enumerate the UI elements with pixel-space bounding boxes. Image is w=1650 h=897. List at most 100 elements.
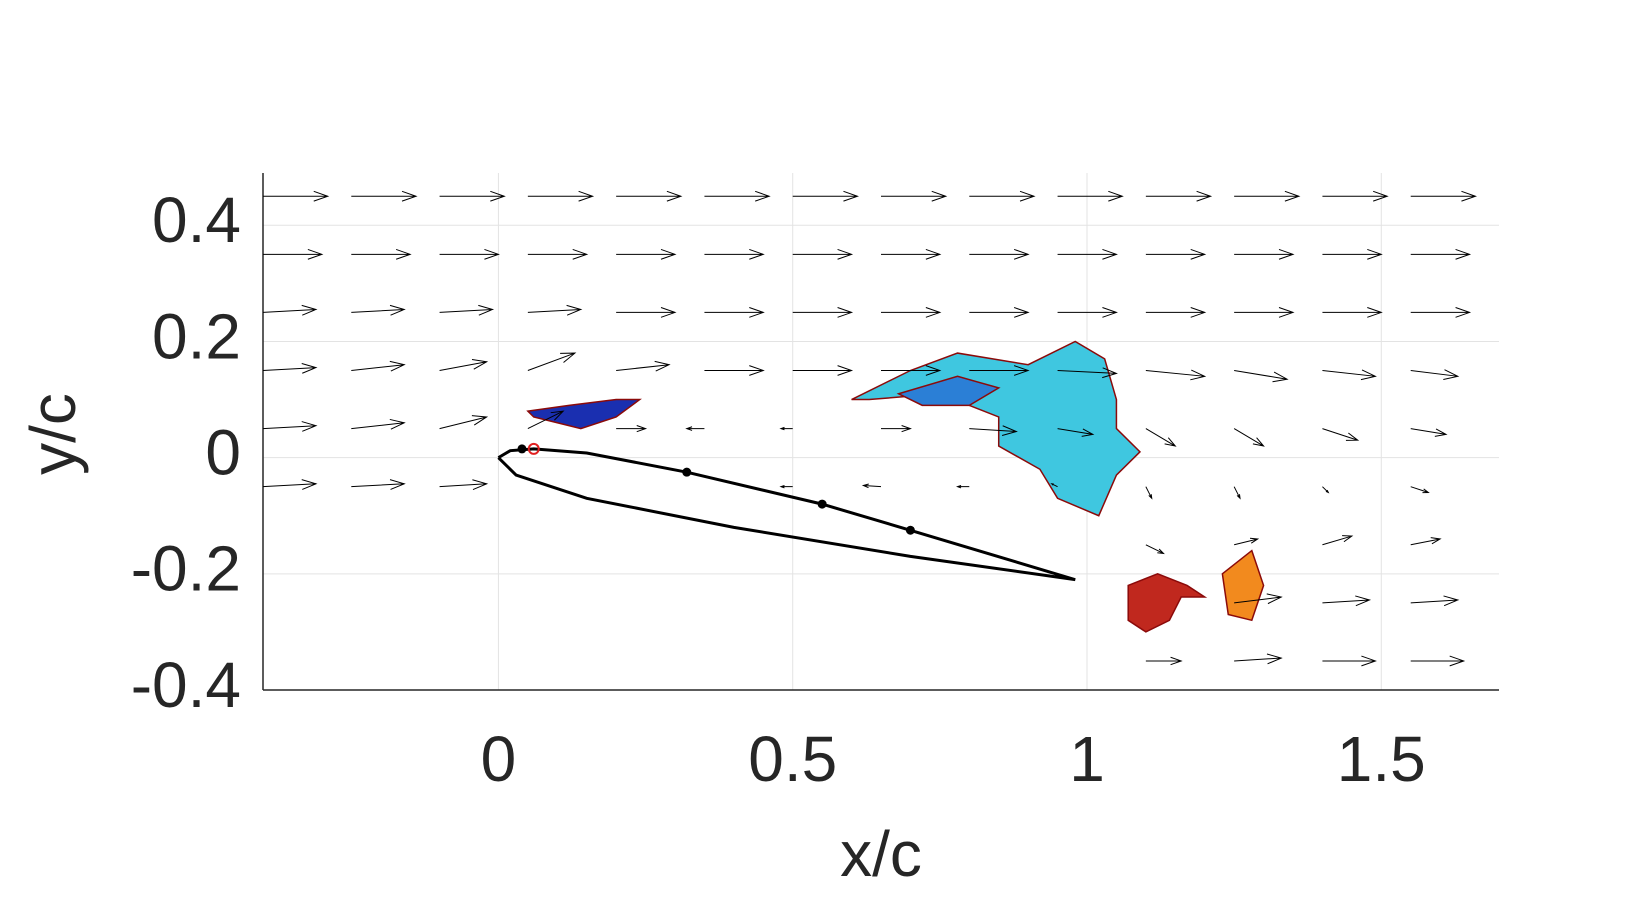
velocity-arrow bbox=[1410, 428, 1448, 437]
vorticity-region bbox=[851, 340, 1142, 517]
velocity-arrow bbox=[262, 421, 318, 432]
velocity-arrow bbox=[527, 304, 583, 316]
velocity-arrow bbox=[439, 415, 489, 430]
velocity-arrow bbox=[704, 307, 765, 318]
velocity-arrow bbox=[1234, 653, 1283, 665]
velocity-arrow bbox=[1057, 428, 1095, 437]
velocity-arrow bbox=[1145, 248, 1207, 260]
velocity-arrow bbox=[704, 365, 765, 376]
velocity-arrow bbox=[1322, 369, 1377, 381]
vorticity-region bbox=[1127, 573, 1208, 633]
velocity-arrow bbox=[1057, 248, 1118, 260]
velocity-arrow bbox=[263, 190, 330, 202]
velocity-arrow bbox=[439, 304, 495, 316]
velocity-arrow bbox=[792, 307, 854, 318]
velocity-arrow bbox=[792, 248, 854, 260]
velocity-arrow bbox=[351, 418, 406, 430]
velocity-arrow bbox=[616, 307, 677, 318]
velocity-arrow bbox=[1322, 307, 1383, 318]
velocity-arrow bbox=[1145, 656, 1183, 666]
velocity-arrow bbox=[704, 248, 765, 260]
velocity-arrow bbox=[616, 248, 677, 260]
velocity-arrow bbox=[881, 425, 912, 433]
velocity-arrow bbox=[351, 479, 406, 490]
airfoil-marker bbox=[682, 467, 692, 477]
velocity-arrow bbox=[1410, 307, 1472, 318]
velocity-arrow bbox=[1145, 544, 1165, 555]
velocity-arrow bbox=[1145, 190, 1213, 202]
velocity-arrow bbox=[969, 307, 1030, 318]
velocity-arrow bbox=[1322, 535, 1354, 546]
open-marker bbox=[527, 442, 540, 455]
velocity-arrow bbox=[1050, 483, 1058, 488]
velocity-arrow bbox=[351, 190, 418, 202]
velocity-arrow bbox=[262, 362, 318, 374]
airfoil bbox=[497, 447, 1076, 582]
velocity-arrow bbox=[1145, 307, 1207, 318]
velocity-arrow bbox=[685, 426, 705, 431]
velocity-arrow bbox=[527, 190, 595, 202]
velocity-arrow bbox=[439, 479, 489, 490]
x-tick-label: 1.5 bbox=[1337, 723, 1426, 795]
velocity-arrow bbox=[439, 190, 506, 202]
velocity-arrow bbox=[779, 484, 793, 489]
velocity-arrow bbox=[527, 248, 589, 260]
y-tick-label: -0.4 bbox=[131, 649, 241, 721]
velocity-arrow bbox=[1234, 307, 1295, 318]
y-tick-label: 0.2 bbox=[152, 300, 241, 372]
velocity-arrow bbox=[263, 248, 324, 260]
velocity-arrow bbox=[861, 483, 882, 489]
y-tick-label: 0.4 bbox=[152, 184, 241, 256]
velocity-arrow bbox=[1322, 248, 1383, 260]
velocity-arrow bbox=[527, 410, 565, 430]
vorticity-region bbox=[896, 375, 1001, 407]
velocity-arrow bbox=[439, 248, 500, 260]
x-tick-label: 0 bbox=[481, 723, 517, 795]
velocity-arrow bbox=[1322, 486, 1330, 494]
velocity-arrow bbox=[881, 365, 942, 376]
velocity-arrow bbox=[351, 304, 406, 316]
velocity-arrow bbox=[1145, 369, 1207, 381]
velocity-arrow bbox=[1322, 655, 1377, 667]
velocity-arrow bbox=[1410, 369, 1460, 380]
velocity-arrow bbox=[616, 360, 671, 372]
airfoil-marker bbox=[817, 499, 827, 509]
velocity-arrow bbox=[1322, 595, 1372, 607]
x-tick-label: 0.5 bbox=[748, 723, 837, 795]
velocity-arrow bbox=[881, 307, 942, 318]
velocity-arrow bbox=[779, 426, 793, 431]
vorticity-region bbox=[1221, 549, 1265, 622]
velocity-arrow bbox=[969, 190, 1036, 202]
velocity-arrow bbox=[969, 365, 1030, 376]
airfoil-marker bbox=[905, 525, 915, 535]
velocity-arrow bbox=[616, 425, 648, 433]
velocity-arrow bbox=[527, 352, 577, 371]
velocity-arrow bbox=[1234, 248, 1295, 260]
velocity-arrow bbox=[1234, 537, 1260, 546]
velocity-arrow bbox=[956, 484, 970, 489]
velocity-arrow bbox=[1145, 428, 1177, 447]
velocity-arrow bbox=[792, 365, 854, 376]
velocity-arrow bbox=[439, 359, 489, 371]
velocity-arrow bbox=[1410, 595, 1460, 607]
velocity-arrow bbox=[1145, 486, 1153, 500]
velocity-arrow bbox=[262, 479, 318, 490]
velocity-arrow bbox=[351, 360, 406, 372]
vorticity-region bbox=[526, 398, 642, 430]
velocity-arrow bbox=[1057, 190, 1124, 202]
velocity-arrow bbox=[1233, 486, 1241, 500]
velocity-arrow bbox=[1410, 248, 1472, 260]
velocity-arrow bbox=[881, 190, 948, 202]
velocity-arrow bbox=[616, 190, 683, 202]
x-tick-label: 1 bbox=[1069, 723, 1105, 795]
x-axis-label: x/c bbox=[840, 818, 922, 890]
y-axis-label: y/c bbox=[17, 393, 89, 475]
velocity-arrow bbox=[1410, 190, 1477, 202]
velocity-arrow bbox=[1234, 593, 1283, 605]
velocity-arrow bbox=[969, 425, 1018, 437]
velocity-arrow bbox=[704, 190, 771, 202]
velocity-arrow bbox=[262, 304, 318, 316]
velocity-arrow bbox=[969, 248, 1030, 260]
velocity-arrow bbox=[1410, 486, 1430, 494]
